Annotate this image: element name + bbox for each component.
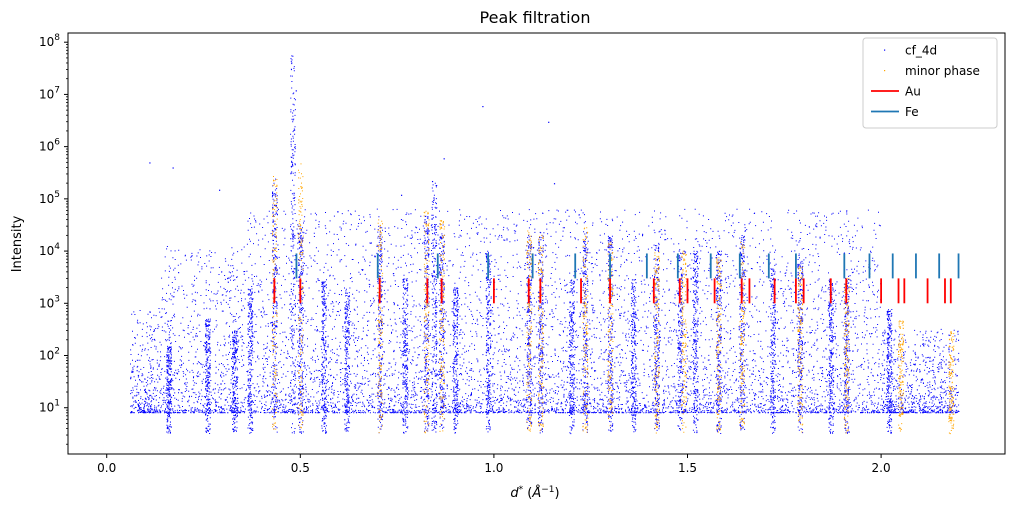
- x-tick-label: 1.5: [678, 461, 697, 475]
- minor-phase-peak: [681, 250, 688, 433]
- legend-item: Au: [871, 85, 921, 99]
- plot-area: [68, 33, 1005, 454]
- y-tick-label: 101: [39, 399, 60, 415]
- series-cf-4d: [130, 55, 960, 435]
- cf-4d-point: [219, 189, 221, 191]
- minor-phase-peak: [537, 234, 544, 432]
- cf-4d-peak: [247, 288, 254, 434]
- x-tick-label: 2.0: [872, 461, 891, 475]
- cf-4d-peak: [204, 318, 211, 434]
- legend-label: minor phase: [905, 64, 980, 78]
- cf-4d-peak: [344, 288, 351, 432]
- legend-point-swatch: [884, 70, 886, 72]
- minor-phase-peak: [948, 331, 955, 435]
- x-tick-label: 1.0: [484, 461, 503, 475]
- cf-4d-peak: [886, 309, 893, 434]
- cf-4d-peak: [423, 215, 430, 432]
- cf-4d-point: [431, 180, 434, 183]
- cf-4d-point: [548, 121, 550, 123]
- y-tick-label: 102: [39, 347, 60, 363]
- cf-4d-point: [295, 90, 297, 92]
- legend-label: Au: [905, 85, 921, 99]
- y-axis-label: Intensity: [10, 215, 25, 272]
- cf-4d-peak: [402, 278, 409, 434]
- minor-phase-peak: [654, 251, 660, 434]
- cf-4d-peak: [485, 250, 492, 433]
- x-axis-label: d* (Å−1): [510, 485, 559, 501]
- cf-4d-peak: [297, 227, 304, 434]
- legend-label: cf_4d: [905, 44, 937, 58]
- cf-4d-peak: [166, 345, 173, 434]
- cf-4d-peak: [452, 287, 459, 434]
- cf-4d-peak: [630, 279, 637, 433]
- minor-phase-peak: [377, 219, 384, 434]
- minor-phase-peak: [797, 266, 804, 433]
- legend-item: cf_4d: [884, 44, 937, 58]
- minor-phase-peak: [898, 320, 904, 432]
- legend-point-swatch: [884, 49, 886, 51]
- minor-phase-peak: [843, 277, 850, 434]
- y-tick-label: 103: [39, 294, 60, 310]
- legend-item: minor phase: [884, 64, 980, 78]
- y-tick-label: 108: [39, 33, 60, 49]
- y-tick-label: 104: [39, 242, 60, 258]
- cf-4d-peak: [431, 182, 438, 433]
- cf-4d-point: [553, 183, 556, 185]
- x-axis-ticks: 0.0 0.5 1.0 1.5 2.0: [97, 454, 891, 475]
- minor-phase-peak: [271, 176, 278, 430]
- cf-4d-peak: [290, 55, 296, 434]
- cf-4d-point: [482, 105, 484, 108]
- y-tick-label: 105: [39, 190, 60, 206]
- cf-4d-peak: [232, 330, 238, 433]
- cf-4d-peak: [654, 242, 660, 431]
- x-tick-label: 0.5: [291, 461, 310, 475]
- cf-4d-point: [149, 162, 151, 164]
- cf-4d-point: [443, 158, 445, 160]
- y-axis-ticks: 101 102 103 104 105 106 107 108: [39, 33, 68, 445]
- cf-4d-peak: [582, 236, 589, 433]
- chart-title: Peak filtration: [480, 8, 591, 27]
- x-tick-label: 0.0: [97, 461, 116, 475]
- cf-4d-background-points: [130, 208, 960, 414]
- cf-4d-peak: [797, 253, 804, 434]
- cf-4d-peak: [271, 178, 278, 433]
- minor-phase-peak: [716, 257, 722, 433]
- series-au: [273, 278, 952, 304]
- cf-4d-peak: [692, 250, 699, 434]
- legend-label: Fe: [905, 105, 919, 119]
- y-tick-label: 106: [39, 138, 60, 154]
- cf-4d-peak: [568, 279, 575, 435]
- minor-phase-peak: [526, 230, 533, 432]
- y-tick-label: 107: [39, 85, 60, 101]
- minor-phase-peak: [297, 163, 304, 429]
- plot-frame: [67, 32, 1006, 455]
- cf-4d-point: [172, 167, 174, 169]
- series-fe: [295, 253, 960, 279]
- legend-item: Fe: [871, 105, 919, 119]
- cf-4d-point: [400, 194, 403, 196]
- legend-box: [862, 37, 998, 129]
- minor-phase-peak: [582, 227, 589, 433]
- cf-4d-peak: [321, 279, 327, 434]
- cf-4d-peak: [770, 268, 777, 434]
